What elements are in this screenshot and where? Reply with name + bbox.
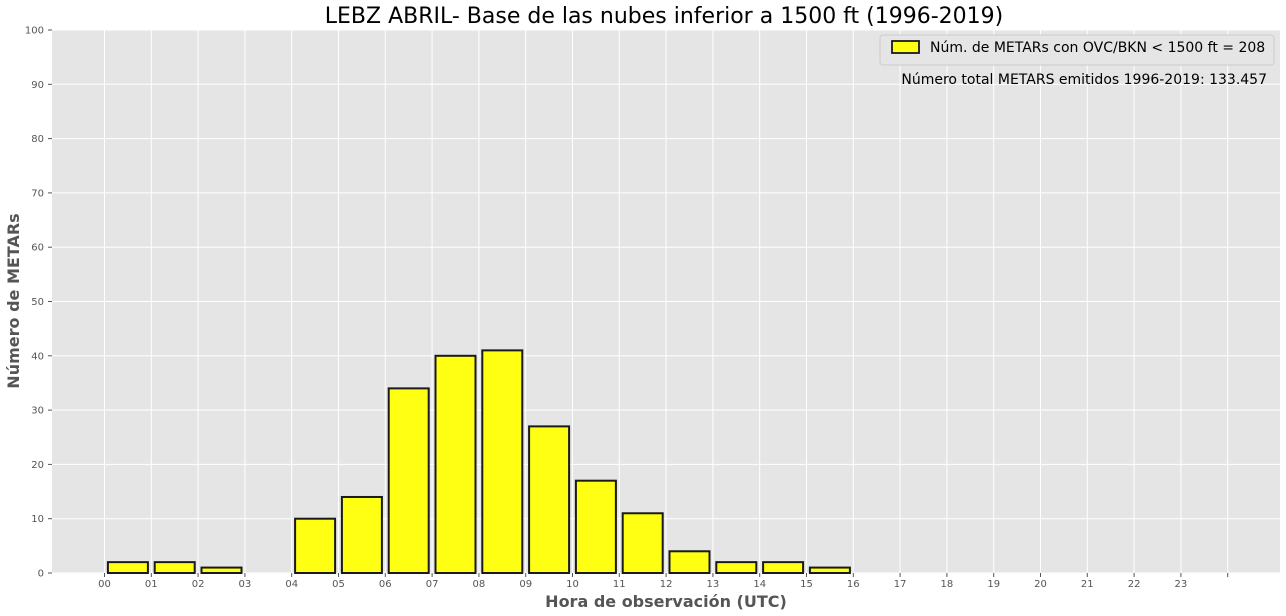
- x-tick-label: 06: [379, 579, 392, 590]
- total-metars-annotation: Número total METARS emitidos 1996-2019: …: [901, 72, 1267, 88]
- y-tick-label: 70: [31, 188, 44, 199]
- x-tick-label: 22: [1128, 579, 1141, 590]
- bar-10: [574, 479, 617, 574]
- y-tick-label: 10: [31, 514, 44, 525]
- x-axis-ticks: 00 01 02 03 04 05 06 07 08 09 10 11 12 13 14 15 16 17 18 19…: [98, 573, 1229, 590]
- y-tick-label: 30: [31, 406, 44, 417]
- legend-label: Núm. de METARs con OVC/BKN < 1500 ft = 2…: [930, 40, 1265, 56]
- x-tick-label: 16: [847, 579, 860, 590]
- x-tick-label: 17: [894, 579, 907, 590]
- x-tick-label: 21: [1081, 579, 1094, 590]
- bars: [106, 349, 851, 575]
- x-tick-label: 12: [660, 579, 673, 590]
- x-axis-label: Hora de observación (UTC): [545, 592, 787, 611]
- y-tick-label: 40: [31, 351, 44, 362]
- y-tick-label: 80: [31, 134, 44, 145]
- legend: Núm. de METARs con OVC/BKN < 1500 ft = 2…: [879, 34, 1275, 66]
- bar-13: [715, 561, 758, 575]
- x-tick-label: 13: [707, 579, 720, 590]
- y-tick-label: 50: [31, 297, 44, 308]
- bar-06: [387, 387, 430, 574]
- x-tick-label: 03: [239, 579, 252, 590]
- y-axis-ticks: 0 10 20 30 40 50 60 70 80 90 100: [25, 26, 52, 580]
- x-tick-label: 01: [145, 579, 158, 590]
- y-tick-label: 0: [38, 569, 44, 580]
- x-tick-label: 10: [566, 579, 579, 590]
- y-axis-label: Número de METARs: [4, 213, 23, 388]
- y-tick-label: 60: [31, 243, 44, 254]
- grid-lines: [52, 29, 1280, 574]
- legend-swatch: [891, 40, 920, 54]
- bar-07: [434, 354, 477, 574]
- x-tick-label: 20: [1034, 579, 1047, 590]
- x-tick-label: 09: [519, 579, 532, 590]
- x-tick-label: 15: [800, 579, 813, 590]
- bar-12: [668, 550, 711, 575]
- x-tick-label: 00: [98, 579, 111, 590]
- y-tick-label: 100: [25, 26, 44, 37]
- x-tick-label: 07: [426, 579, 439, 590]
- x-tick-label: 08: [473, 579, 486, 590]
- y-tick-label: 90: [31, 80, 44, 91]
- bar-04: [294, 517, 337, 575]
- bar-00: [106, 561, 149, 575]
- y-tick-label: 20: [31, 460, 44, 471]
- legend-frame: [879, 34, 1275, 66]
- x-tick-label: 19: [987, 579, 1000, 590]
- chart-title: LEBZ ABRIL- Base de las nubes inferior a…: [325, 4, 1004, 29]
- x-tick-label: 18: [941, 579, 954, 590]
- bar-11: [621, 512, 664, 575]
- bar-09: [528, 425, 571, 575]
- x-tick-label: 11: [613, 579, 626, 590]
- x-tick-label: 02: [192, 579, 205, 590]
- x-tick-label: 14: [753, 579, 766, 590]
- bar-15: [808, 566, 851, 575]
- bar-08: [481, 349, 524, 574]
- x-tick-label: 05: [332, 579, 345, 590]
- x-tick-label: 23: [1175, 579, 1188, 590]
- bar-01: [153, 561, 196, 575]
- x-tick-label: 04: [285, 579, 298, 590]
- bar-05: [340, 495, 383, 575]
- bar-14: [762, 561, 805, 575]
- bar-02: [200, 566, 243, 575]
